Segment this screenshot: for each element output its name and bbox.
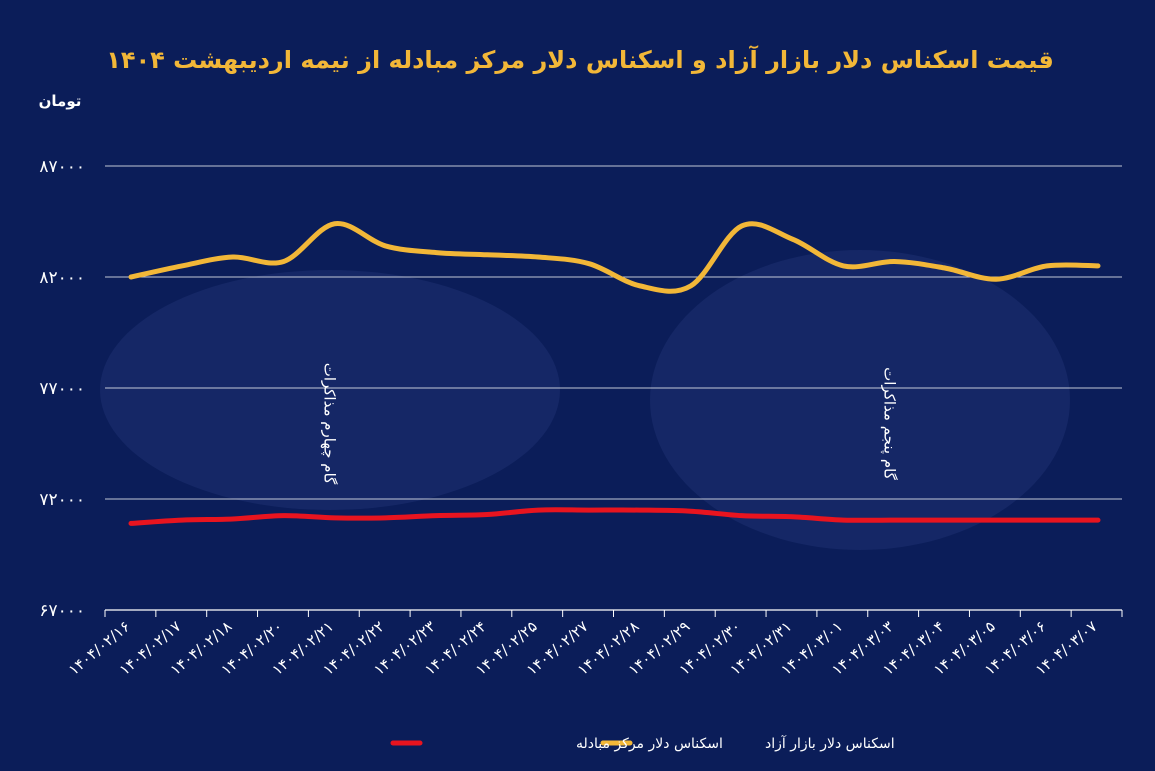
annotations: گام چهارم مذاکرات گام پنجم مذاکرات xyxy=(321,363,899,485)
y-tick-label: ۶۷۰۰۰ xyxy=(39,601,85,621)
y-axis: ۶۷۰۰۰ ۷۲۰۰۰ ۷۷۰۰۰ ۸۲۰۰۰ ۸۷۰۰۰ xyxy=(39,157,85,621)
legend-label-free-market: اسکناس دلار بازار آزاد xyxy=(765,735,895,752)
annotation-label: گام چهارم مذاکرات xyxy=(321,363,339,485)
legend: اسکناس دلار بازار آزاد اسکناس دلار مرکز … xyxy=(390,735,895,752)
y-tick-label: ۷۲۰۰۰ xyxy=(39,490,85,510)
legend-item-exchange-center: اسکناس دلار مرکز مبادله xyxy=(390,736,723,752)
legend-label-exchange-center: اسکناس دلار مرکز مبادله xyxy=(576,736,723,752)
line-exchange-center xyxy=(128,507,1101,526)
y-tick-label: ۸۷۰۰۰ xyxy=(39,157,85,177)
legend-item-free-market: اسکناس دلار بازار آزاد xyxy=(600,735,895,752)
y-axis-label: تومان xyxy=(39,92,82,110)
line-free-market xyxy=(128,221,1101,294)
y-tick-label: ۷۷۰۰۰ xyxy=(39,379,85,399)
chart-title: قیمت اسکناس دلار بازار آزاد و اسکناس دلا… xyxy=(106,45,1054,74)
annotation-label: گام پنجم مذاکرات xyxy=(879,367,898,481)
y-tick-label: ۸۲۰۰۰ xyxy=(39,268,85,288)
series-lines xyxy=(128,221,1101,526)
watermark-logo xyxy=(100,250,1070,550)
